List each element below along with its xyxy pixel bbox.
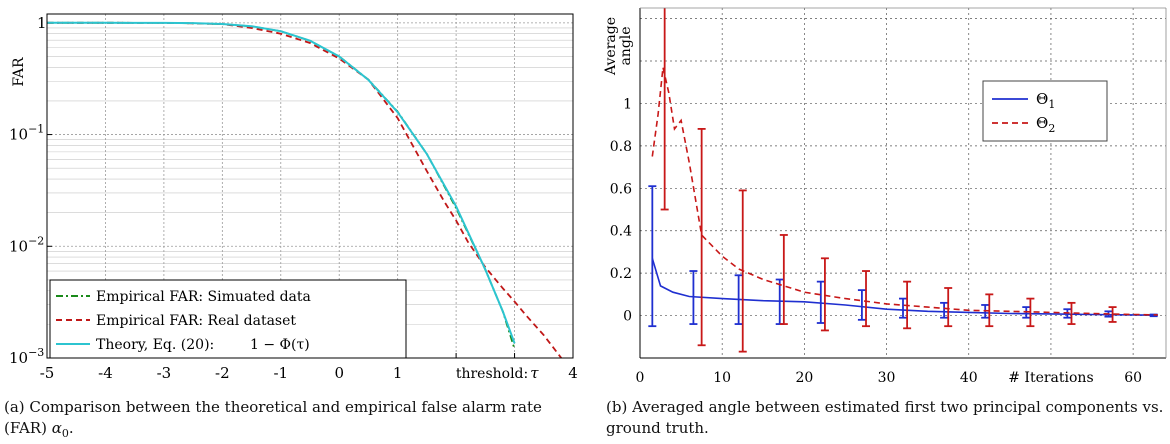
x-tick-label: 60 [1124, 370, 1142, 386]
series-group [47, 21, 563, 358]
series-line-dashed [651, 67, 1158, 316]
caption-a-suffix: . [68, 419, 74, 437]
legend-label: Empirical FAR: Simuated data [96, 289, 311, 305]
legend-label-base: Θ [1036, 114, 1048, 132]
x-tick-label: 0 [334, 364, 344, 382]
legend-label: Empirical FAR: Real dataset [96, 313, 296, 329]
series-group [648, 8, 1158, 353]
y-tick-label: 10−1 [9, 123, 44, 144]
legend-label: Θ2 [1036, 114, 1055, 135]
y-tick-label: 10−3 [9, 346, 44, 367]
x-tick-label: 4 [568, 364, 578, 382]
y-tick-label: 0.4 [610, 224, 632, 240]
legend: Empirical FAR: Simuated data Empirical FA… [49, 279, 407, 359]
caption-b: (b) Averaged angle between estimated fir… [606, 398, 1164, 437]
x-axis-label: threshold: [456, 366, 528, 382]
y-tick-exp: −3 [28, 346, 44, 359]
y-axis-label: FAR [11, 57, 27, 87]
legend-label: Theory, Eq. (20): [96, 337, 214, 353]
caption-a-sub: 0 [61, 427, 69, 440]
y-tick-base: 10 [9, 349, 28, 367]
x-tick-label: -2 [215, 364, 230, 382]
legend-label: Θ1 [1036, 90, 1055, 111]
x-tick-label: -1 [273, 364, 288, 382]
x-tick-label: 20 [795, 370, 813, 386]
y-tick-label: 0.8 [610, 139, 632, 155]
y-tick-label: 10−2 [9, 234, 44, 255]
x-tick-label: 40 [960, 370, 978, 386]
legend-formula: 1 − Φ(τ) [250, 337, 310, 353]
x-axis-label-symbol: τ [530, 364, 539, 382]
series-line-solid [47, 21, 516, 344]
caption-a-symbol: α [51, 419, 62, 437]
y-tick-base: 1 [37, 14, 47, 32]
x-tick-label: -5 [40, 364, 55, 382]
x-axis-label: # Iterations [1008, 370, 1093, 386]
legend-label-sub: 2 [1048, 122, 1055, 135]
x-tick-label: -3 [157, 364, 172, 382]
y-axis-label-line1: Average [603, 17, 619, 76]
y-axis-label-line2: angle [618, 26, 634, 65]
legend-box [982, 80, 1108, 142]
legend-label-sub: 1 [1048, 98, 1055, 111]
y-tick-label: 0 [623, 309, 632, 325]
x-tick-label: 10 [713, 370, 731, 386]
angle-chart: 00.20.40.60.810 10 20 30 40 60# IterationsAve… [603, 7, 1167, 386]
y-tick-label: 1 [623, 96, 632, 112]
y-tick-base: 10 [9, 126, 28, 144]
series-line-solid [651, 258, 1158, 316]
caption-a: (a) Comparison between the theoretical a… [4, 397, 564, 444]
x-tick-label: 1 [393, 364, 403, 382]
legend-label-base: Θ [1036, 90, 1048, 108]
y-tick-label: 0.6 [610, 181, 632, 197]
x-tick-label: -4 [98, 364, 113, 382]
y-tick-exp: −2 [28, 234, 44, 247]
x-tick-label: 0 [636, 370, 645, 386]
y-tick-exp: −1 [28, 123, 44, 136]
legend-box [49, 279, 407, 359]
caption-a-text: (a) Comparison between the theoretical a… [4, 398, 542, 437]
y-tick-label: 0.2 [610, 266, 632, 282]
x-tick-label: 30 [878, 370, 896, 386]
y-tick-label: 1 [37, 14, 47, 32]
y-tick-base: 10 [9, 237, 28, 255]
